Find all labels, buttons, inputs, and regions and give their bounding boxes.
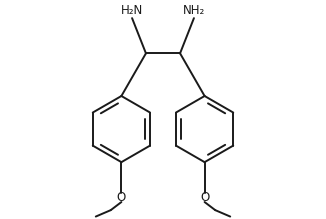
Text: H₂N: H₂N (121, 4, 143, 17)
Text: O: O (117, 191, 126, 204)
Text: O: O (200, 191, 209, 204)
Text: NH₂: NH₂ (183, 4, 205, 17)
